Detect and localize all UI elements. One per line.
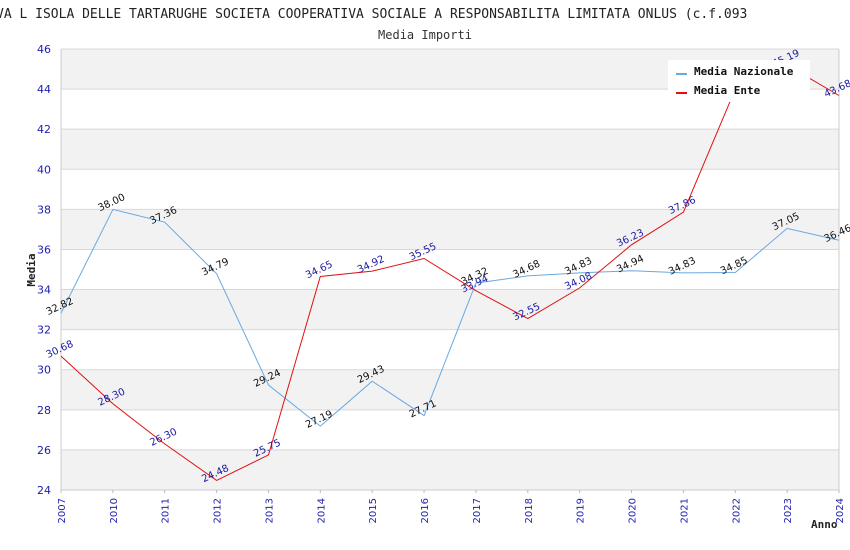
x-tick-label: 2019 <box>576 498 587 523</box>
x-tick-label: 2015 <box>368 498 379 523</box>
chart-title: VA L ISOLA DELLE TARTARUGHE SOCIETA COOP… <box>0 7 747 22</box>
x-tick-label: 2014 <box>316 498 327 523</box>
legend: Media Nazionale Media Ente <box>668 60 810 102</box>
data-label: 26.30 <box>148 427 179 449</box>
data-label: 34.83 <box>667 256 698 278</box>
x-tick-label: 2013 <box>264 498 275 523</box>
y-tick-label: 36 <box>37 243 51 256</box>
grid-band <box>61 129 839 170</box>
data-label: 27.19 <box>304 409 335 431</box>
x-tick-label: 2007 <box>57 498 68 523</box>
y-tick-label: 26 <box>37 444 51 457</box>
y-tick-label: 38 <box>37 203 51 216</box>
x-tick-label: 2024 <box>835 498 846 523</box>
x-tick-label: 2012 <box>213 498 224 523</box>
data-label: 34.85 <box>719 255 750 277</box>
y-tick-label: 44 <box>37 83 51 96</box>
grid-band <box>61 369 839 410</box>
y-axis-ticks: 24 26 28 30 32 34 36 38 40 42 44 46 <box>37 43 51 497</box>
grid-band <box>61 449 839 490</box>
x-tick-label: 2021 <box>679 498 690 523</box>
legend-label: Media Nazionale <box>694 65 794 78</box>
x-tick-label: 2022 <box>731 498 742 523</box>
data-label: 34.65 <box>304 259 335 281</box>
x-tick-label: 2011 <box>161 498 172 523</box>
y-tick-label: 40 <box>37 163 51 176</box>
data-label: 34.94 <box>615 253 646 275</box>
y-tick-label: 32 <box>37 324 51 337</box>
x-tick-label: 2016 <box>420 498 431 523</box>
y-tick-label: 46 <box>37 43 51 56</box>
y-tick-label: 30 <box>37 364 51 377</box>
y-axis-label: Media <box>25 253 38 286</box>
grid-band <box>61 209 839 250</box>
x-axis-label: Anno <box>811 518 838 531</box>
legend-label: Media Ente <box>694 84 761 97</box>
series-line <box>60 64 840 481</box>
legend-box <box>668 60 810 102</box>
x-tick-label: 2018 <box>524 498 535 523</box>
x-tick-label: 2017 <box>472 498 483 523</box>
x-tick-label: 2010 <box>109 498 120 523</box>
y-tick-label: 24 <box>37 484 51 497</box>
series-line <box>60 208 840 427</box>
x-tick-label: 2023 <box>783 498 794 523</box>
y-tick-label: 42 <box>37 123 51 136</box>
series-group: 32.8238.0037.3634.7929.2427.1929.4327.71… <box>45 48 850 485</box>
data-label: 34.68 <box>511 259 542 281</box>
x-tick-label: 2020 <box>628 498 639 523</box>
y-tick-label: 34 <box>37 284 51 297</box>
x-axis-ticks: 2007 2010 2011 2012 2013 2014 2015 2016 2017 2018… <box>57 490 846 523</box>
data-label: 34.92 <box>356 254 387 276</box>
y-tick-label: 28 <box>37 404 51 417</box>
chart-subtitle: Media Importi <box>378 28 472 42</box>
data-label: 30.68 <box>45 339 76 361</box>
grid-band <box>61 289 839 330</box>
data-label: 34.79 <box>200 256 231 278</box>
